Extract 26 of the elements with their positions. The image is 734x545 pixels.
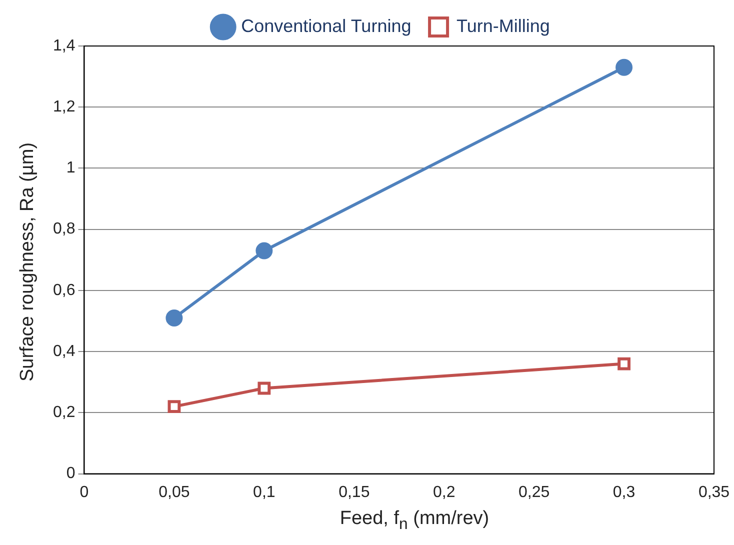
x-tick-label: 0,15 [338,484,370,501]
y-tick-label: 1,4 [52,37,76,54]
legend-label: Conventional Turning [241,16,412,36]
point [168,400,181,414]
x-tick-label: 0 [80,484,89,501]
point [616,58,633,76]
y-tick-label: 0,2 [52,404,76,422]
y-tick-label: 0,8 [52,220,76,238]
x-tick-label: 0,05 [158,484,190,501]
y-axis-title: Surface roughness, Ra (µm) [17,142,39,382]
point [256,242,273,260]
y-tick-label: 0 [66,465,76,482]
y-tick-label: 0,6 [52,282,76,299]
x-tick-label: 0,1 [253,484,276,501]
y-tick-label: 0,4 [52,342,76,360]
y-tick-label: 1 [66,160,76,177]
legend-label: Turn-Milling [456,16,550,36]
point [258,382,271,395]
x-tick-label: 0,3 [612,484,636,501]
x-tick-label: 0,35 [698,484,730,501]
x-tick-label: 0,2 [432,484,456,501]
point [618,357,630,370]
x-tick-label: 0,25 [518,484,550,501]
y-tick-label: 1,2 [52,98,76,116]
x-axis-title: Feed, f$_{n}$ (mm/rev) [338,508,490,534]
point [166,309,183,326]
